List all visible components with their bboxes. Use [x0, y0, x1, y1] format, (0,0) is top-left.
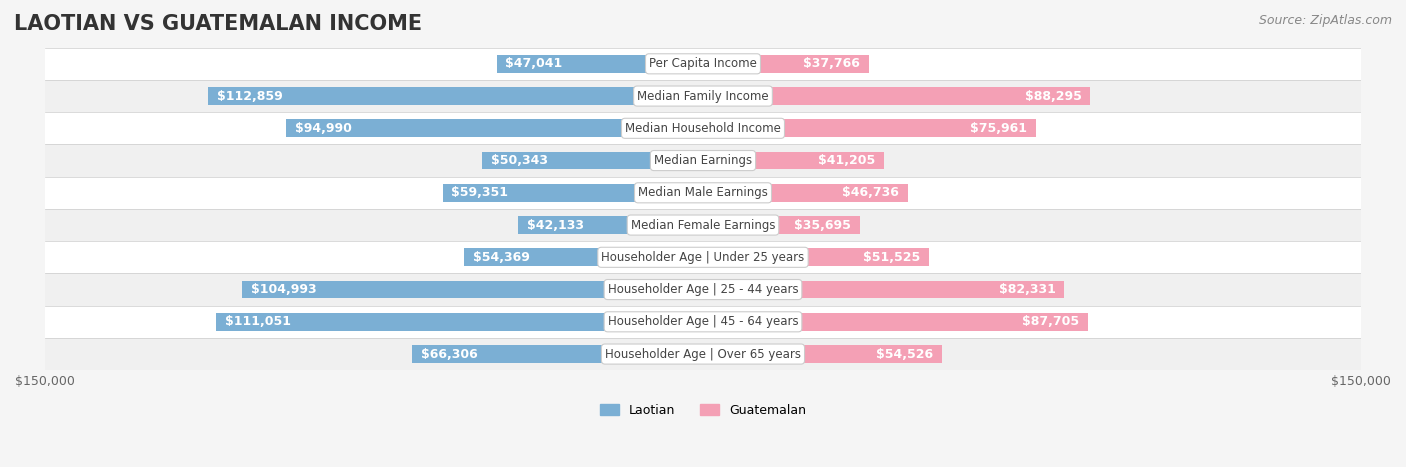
Bar — [412, 345, 703, 363]
Text: Householder Age | 45 - 64 years: Householder Age | 45 - 64 years — [607, 315, 799, 328]
Bar — [215, 313, 703, 331]
Bar — [464, 248, 703, 266]
Text: $94,990: $94,990 — [295, 122, 352, 135]
Text: $88,295: $88,295 — [1025, 90, 1081, 103]
Text: $75,961: $75,961 — [970, 122, 1028, 135]
Bar — [703, 120, 1036, 137]
Text: Median Female Earnings: Median Female Earnings — [631, 219, 775, 232]
Text: $46,736: $46,736 — [842, 186, 900, 199]
Text: Median Earnings: Median Earnings — [654, 154, 752, 167]
Bar — [703, 345, 942, 363]
Text: $87,705: $87,705 — [1022, 315, 1078, 328]
Bar — [287, 120, 703, 137]
Text: $59,351: $59,351 — [451, 186, 509, 199]
Bar — [443, 184, 703, 202]
Text: $54,526: $54,526 — [876, 347, 934, 361]
Text: $42,133: $42,133 — [527, 219, 583, 232]
Text: Per Capita Income: Per Capita Income — [650, 57, 756, 71]
Text: Householder Age | Over 65 years: Householder Age | Over 65 years — [605, 347, 801, 361]
Bar — [703, 281, 1064, 298]
Text: Median Male Earnings: Median Male Earnings — [638, 186, 768, 199]
Text: Source: ZipAtlas.com: Source: ZipAtlas.com — [1258, 14, 1392, 27]
Bar — [45, 338, 1361, 370]
Text: $82,331: $82,331 — [998, 283, 1056, 296]
Bar — [703, 152, 884, 170]
Text: $51,525: $51,525 — [863, 251, 921, 264]
Bar — [703, 313, 1088, 331]
Bar — [45, 306, 1361, 338]
Text: $104,993: $104,993 — [252, 283, 316, 296]
Bar — [703, 216, 859, 234]
Bar — [45, 209, 1361, 241]
Bar — [45, 80, 1361, 112]
Text: $50,343: $50,343 — [491, 154, 548, 167]
Bar — [703, 55, 869, 73]
Text: $35,695: $35,695 — [794, 219, 851, 232]
Text: Median Household Income: Median Household Income — [626, 122, 780, 135]
Bar — [208, 87, 703, 105]
Bar — [703, 87, 1091, 105]
Text: $37,766: $37,766 — [803, 57, 860, 71]
Text: $47,041: $47,041 — [505, 57, 562, 71]
Bar — [45, 48, 1361, 80]
Bar — [703, 248, 929, 266]
Bar — [45, 241, 1361, 274]
Bar — [45, 177, 1361, 209]
Text: Householder Age | Under 25 years: Householder Age | Under 25 years — [602, 251, 804, 264]
Bar — [45, 274, 1361, 306]
Text: $66,306: $66,306 — [420, 347, 478, 361]
Text: $54,369: $54,369 — [474, 251, 530, 264]
Bar — [242, 281, 703, 298]
Text: Householder Age | 25 - 44 years: Householder Age | 25 - 44 years — [607, 283, 799, 296]
Legend: Laotian, Guatemalan: Laotian, Guatemalan — [595, 399, 811, 422]
Bar — [45, 144, 1361, 177]
Text: LAOTIAN VS GUATEMALAN INCOME: LAOTIAN VS GUATEMALAN INCOME — [14, 14, 422, 34]
Bar — [496, 55, 703, 73]
Bar — [519, 216, 703, 234]
Text: $111,051: $111,051 — [225, 315, 291, 328]
Text: Median Family Income: Median Family Income — [637, 90, 769, 103]
Bar — [703, 184, 908, 202]
Bar — [482, 152, 703, 170]
Bar — [45, 112, 1361, 144]
Text: $41,205: $41,205 — [818, 154, 875, 167]
Text: $112,859: $112,859 — [217, 90, 283, 103]
